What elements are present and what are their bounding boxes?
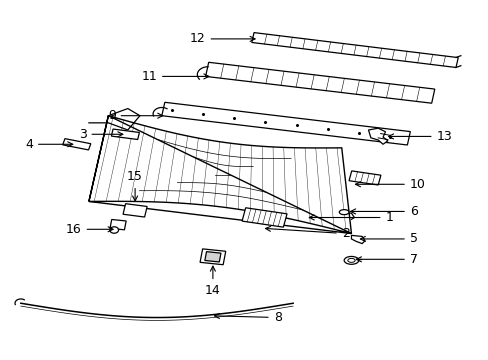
Text: 6: 6 <box>350 205 417 218</box>
Text: 4: 4 <box>25 138 73 151</box>
Ellipse shape <box>344 256 358 264</box>
Text: 1: 1 <box>309 211 392 224</box>
Polygon shape <box>242 208 286 227</box>
Ellipse shape <box>347 258 354 262</box>
Text: 2: 2 <box>265 226 349 240</box>
Text: 10: 10 <box>355 178 425 191</box>
Ellipse shape <box>110 227 118 233</box>
Polygon shape <box>351 235 365 244</box>
Polygon shape <box>110 220 126 230</box>
Ellipse shape <box>339 210 348 215</box>
Text: 15: 15 <box>127 170 143 201</box>
Polygon shape <box>111 129 139 139</box>
Polygon shape <box>204 252 221 262</box>
Text: 9: 9 <box>107 109 163 122</box>
Text: 3: 3 <box>79 128 122 141</box>
Polygon shape <box>200 249 225 265</box>
Text: 13: 13 <box>388 130 451 143</box>
Polygon shape <box>89 116 351 234</box>
Text: 8: 8 <box>214 311 281 324</box>
Polygon shape <box>368 128 387 144</box>
Text: 5: 5 <box>360 233 417 246</box>
Text: 11: 11 <box>141 70 208 83</box>
Polygon shape <box>62 139 91 150</box>
Polygon shape <box>162 102 409 145</box>
Polygon shape <box>205 62 434 103</box>
Polygon shape <box>123 204 147 217</box>
Polygon shape <box>348 171 380 185</box>
Text: 12: 12 <box>189 32 255 45</box>
Text: 16: 16 <box>66 223 113 236</box>
Text: 7: 7 <box>356 253 417 266</box>
Polygon shape <box>251 33 457 67</box>
Text: 14: 14 <box>204 266 220 297</box>
